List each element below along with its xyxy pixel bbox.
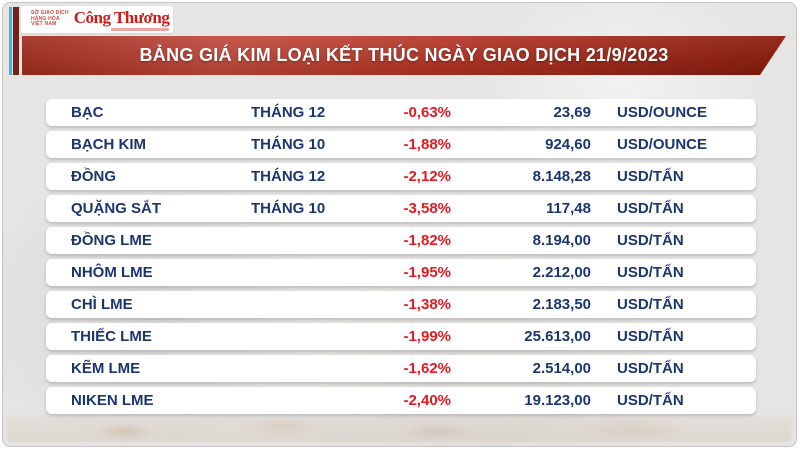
title-banner: BẢNG GIÁ KIM LOẠI KẾT THÚC NGÀY GIAO DỊC… [22, 36, 786, 75]
cell-change-pct: -1,88% [403, 136, 451, 153]
cell-unit: USD/TẤN [617, 392, 684, 409]
cell-commodity: KẼM LME [71, 360, 141, 377]
table-row: QUẶNG SẮT THÁNG 10 -3,58% 117,48 USD/TẤN [46, 195, 756, 222]
cell-price: 19.123,00 [524, 392, 591, 409]
table-row: NIKEN LME -2,40% 19.123,00 USD/TẤN [46, 387, 756, 414]
table-row: BẠCH KIM THÁNG 10 -1,88% 924,60 USD/OUNCE [46, 131, 756, 158]
congthuong-tagline [111, 27, 170, 31]
table-row: KẼM LME -1,62% 2.514,00 USD/TẤN [46, 355, 756, 382]
table-row: ĐỒNG THÁNG 12 -2,12% 8.148,28 USD/TẤN [46, 163, 756, 190]
price-table: BẠC THÁNG 12 -0,63% 23,69 USD/OUNCE BẠCH KIM T… [46, 99, 756, 419]
cell-change-pct: -1,82% [403, 232, 451, 249]
table-row: NHÔM LME -1,95% 2.212,00 USD/TẤN [46, 259, 756, 286]
cell-commodity: ĐỒNG LME [71, 232, 152, 249]
cell-change-pct: -2,12% [403, 168, 451, 185]
cell-unit: USD/TẤN [617, 296, 684, 313]
mxv-name-line: HÀNG HÓA [31, 15, 60, 22]
cell-commodity: ĐỒNG [71, 168, 116, 185]
table-row: ĐỒNG LME -1,82% 8.194,00 USD/TẤN [46, 227, 756, 254]
cell-change-pct: -0,63% [403, 104, 451, 121]
cell-change-pct: -1,38% [403, 296, 451, 313]
cell-change-pct: -1,99% [403, 328, 451, 345]
watermark-photo-strip [7, 416, 792, 442]
cell-contract-month: THÁNG 10 [251, 136, 326, 153]
table-row: BẠC THÁNG 12 -0,63% 23,69 USD/OUNCE [46, 99, 756, 126]
cell-price: 25.613,00 [524, 328, 591, 345]
cell-commodity: NIKEN LME [71, 392, 154, 409]
cell-commodity: QUẶNG SẮT [71, 200, 161, 217]
cell-unit: USD/OUNCE [617, 104, 708, 121]
cell-price: 2.514,00 [532, 360, 591, 377]
accent-bar-cyan [9, 7, 12, 75]
cell-change-pct: -2,40% [403, 392, 451, 409]
table-row: THIẾC LME -1,99% 25.613,00 USD/TẤN [46, 323, 756, 350]
cell-price: 117,48 [545, 200, 591, 217]
cell-price: 8.148,28 [532, 168, 591, 185]
cell-unit: USD/TẤN [617, 232, 684, 249]
cell-change-pct: -3,58% [403, 200, 451, 217]
cell-contract-month: THÁNG 12 [251, 168, 326, 185]
congthuong-logo: Công Thương [74, 9, 170, 31]
cell-contract-month: THÁNG 12 [251, 104, 326, 121]
cell-unit: USD/OUNCE [617, 136, 708, 153]
cell-price: 23,69 [553, 104, 591, 121]
page-title: BẢNG GIÁ KIM LOẠI KẾT THÚC NGÀY GIAO DỊC… [139, 45, 669, 65]
cell-price: 2.212,00 [532, 264, 591, 281]
cell-unit: USD/TẤN [617, 360, 684, 377]
mxv-exchange-name: SỞ GIAO DỊCH HÀNG HÓA VIỆT NAM [31, 11, 69, 28]
table-row: CHÌ LME -1,38% 2.183,50 USD/TẤN [46, 291, 756, 318]
cell-contract-month: THÁNG 10 [251, 200, 326, 217]
mxv-name-line: SỞ GIAO DỊCH [31, 10, 69, 17]
cell-change-pct: -1,62% [403, 360, 451, 377]
cell-change-pct: -1,95% [403, 264, 451, 281]
cell-commodity: BẠC [71, 104, 104, 121]
cell-commodity: BẠCH KIM [71, 136, 146, 153]
mxv-name-line: VIỆT NAM [31, 21, 57, 28]
cell-commodity: CHÌ LME [71, 296, 133, 313]
cell-commodity: NHÔM LME [71, 264, 153, 281]
cell-commodity: THIẾC LME [71, 328, 152, 345]
cell-unit: USD/TẤN [617, 264, 684, 281]
accent-bar-maroon [13, 7, 19, 75]
cell-unit: USD/TẤN [617, 200, 684, 217]
cell-price: 924,60 [545, 136, 591, 153]
congthuong-wordmark: Công Thương [73, 7, 170, 27]
cell-price: 2.183,50 [532, 296, 591, 313]
cell-unit: USD/TẤN [617, 328, 684, 345]
cell-price: 8.194,00 [532, 232, 591, 249]
cell-unit: USD/TẤN [617, 168, 684, 185]
logo-box: SỞ GIAO DỊCH HÀNG HÓA VIỆT NAM Công Thươ… [21, 6, 173, 33]
